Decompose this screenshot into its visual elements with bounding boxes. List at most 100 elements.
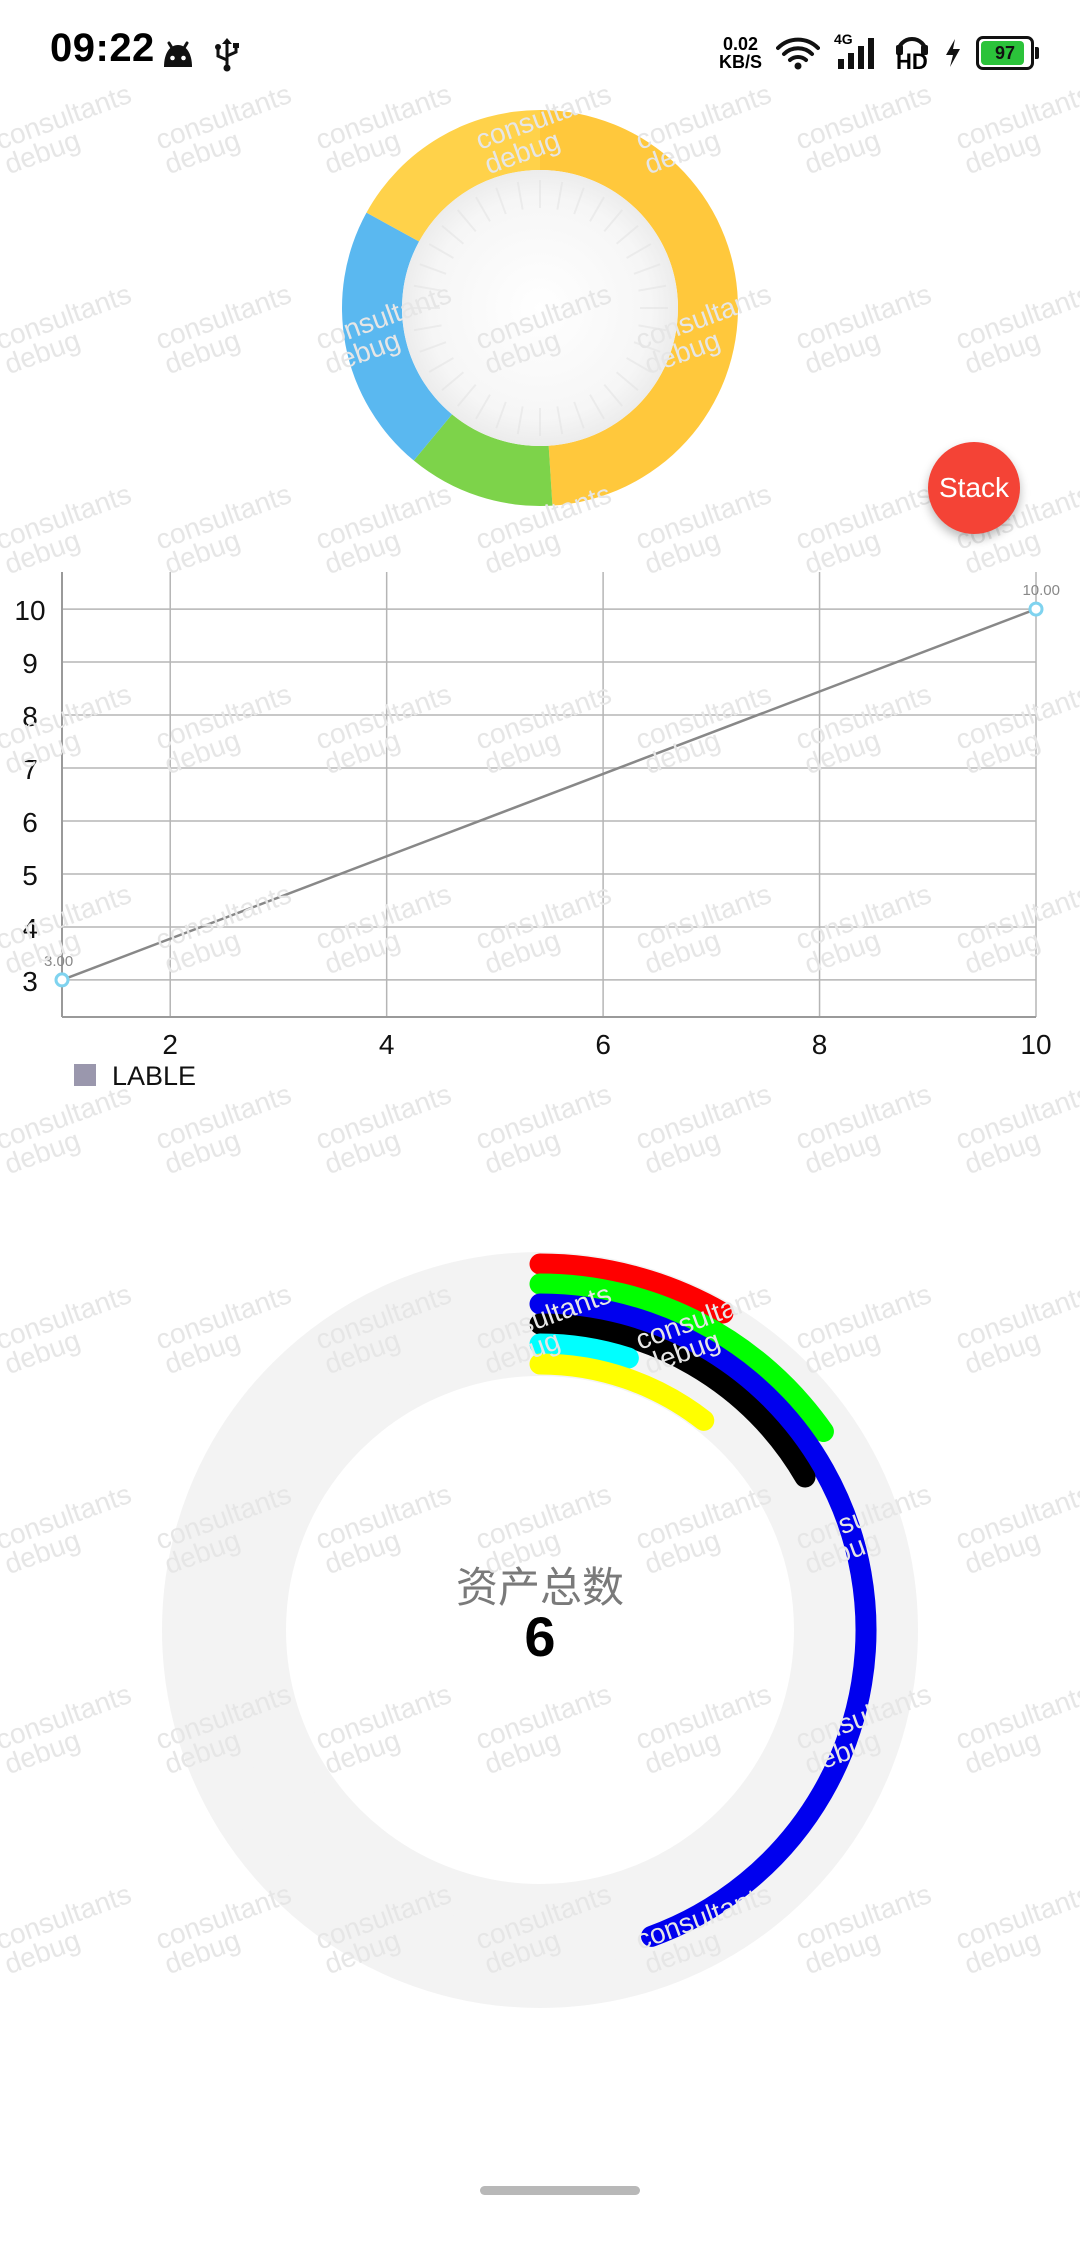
watermark-text: debug — [640, 1124, 724, 1180]
watermark-text: debug — [800, 124, 884, 180]
donut-tick — [573, 401, 585, 429]
home-indicator[interactable] — [480, 2186, 640, 2195]
donut-slice-2 — [342, 212, 453, 461]
watermark-text: consultants — [0, 1278, 135, 1356]
watermark-text: consultants — [791, 478, 935, 556]
stack-button[interactable]: Stack — [928, 442, 1020, 534]
watermark-text: consultants — [951, 1678, 1080, 1756]
donut-tick — [573, 187, 585, 215]
donut-tick — [419, 263, 447, 275]
donut-tick — [615, 224, 639, 245]
watermark-text: debug — [160, 124, 244, 180]
donut-tick — [603, 383, 624, 407]
donut-tick — [516, 406, 524, 435]
ring-center-value: 6 — [524, 1605, 556, 1668]
wifi-icon — [776, 37, 820, 70]
donut-tick — [441, 371, 465, 392]
donut-chart-svg — [342, 110, 738, 506]
watermark-text: debug — [960, 1924, 1044, 1980]
watermark-text: debug — [960, 1724, 1044, 1780]
donut-tick — [633, 263, 661, 275]
donut-tick — [456, 383, 477, 407]
watermark-text: debug — [960, 1324, 1044, 1380]
donut-slice-3 — [366, 110, 540, 242]
line-chart[interactable]: 3 4 5 6 7 8 9 10 2 4 6 8 10 3.00 10.00 LABLE — [0, 560, 1080, 1100]
donut-tick — [456, 209, 477, 233]
watermark-text: consultants — [0, 1478, 135, 1556]
watermark-text: debug — [0, 1324, 84, 1380]
donut-tick — [615, 371, 639, 392]
signal-type-label: 4G — [834, 31, 853, 47]
watermark-text: debug — [160, 1124, 244, 1180]
watermark-text: debug — [0, 1724, 84, 1780]
network-speed: 0.02 KB/S — [719, 35, 762, 71]
usb-icon — [215, 38, 239, 72]
x-tick-label: 8 — [812, 1029, 828, 1060]
y-tick-label: 4 — [22, 913, 38, 944]
watermark-text: consultants — [0, 1878, 135, 1956]
ring-arc-3 — [529, 1313, 816, 1488]
ring-progress-chart[interactable] — [160, 1250, 920, 2010]
donut-tick — [633, 341, 661, 353]
watermark-text: debug — [0, 1124, 84, 1180]
charging-icon — [946, 39, 960, 67]
watermark-text: consultants — [0, 1678, 135, 1756]
donut-tick — [495, 401, 507, 429]
donut-tick — [638, 324, 667, 332]
status-left-icons — [160, 34, 240, 74]
watermark-text: consultants — [791, 278, 935, 356]
watermark-text: debug — [800, 1124, 884, 1180]
series-line — [61, 607, 1037, 982]
donut-tick — [589, 394, 605, 420]
data-point-label: 10.00 — [1022, 582, 1060, 599]
signal-bars-icon — [838, 38, 874, 69]
donut-tick — [475, 196, 491, 222]
donut-tick — [556, 406, 564, 435]
watermark-text: debug — [0, 124, 84, 180]
ring-arc-5 — [529, 1353, 715, 1431]
donut-tick — [441, 224, 465, 245]
hd-voice: HD — [894, 33, 930, 73]
ring-progress-svg — [162, 1252, 918, 2008]
legend-swatch — [74, 1064, 96, 1086]
y-tick-label: 3 — [22, 966, 38, 997]
donut-chart[interactable] — [340, 108, 740, 508]
watermark-text: consultants — [0, 478, 135, 556]
battery-fill — [981, 41, 1024, 65]
donut-tick — [626, 243, 652, 259]
y-tick-label: 6 — [22, 807, 38, 838]
ring-arc-1 — [529, 1273, 834, 1443]
watermark-text: consultants — [951, 1278, 1080, 1356]
y-tick-label: 9 — [22, 648, 38, 679]
x-tick-label: 6 — [595, 1029, 611, 1060]
android-icon — [164, 41, 192, 67]
ring-arc-2 — [529, 1293, 877, 1947]
x-tick-label: 10 — [1020, 1029, 1051, 1060]
donut-tick — [589, 196, 605, 222]
donut-slice-0 — [540, 110, 738, 506]
status-time: 09:22 — [50, 26, 155, 70]
legend-label: LABLE — [112, 1061, 196, 1091]
x-tick-label: 2 — [162, 1029, 178, 1060]
battery-level: 97 — [994, 42, 1016, 63]
hd-label: HD — [896, 49, 928, 74]
watermark-text: debug — [800, 324, 884, 380]
donut-tick — [419, 341, 447, 353]
watermark-text: consultants — [951, 278, 1080, 356]
watermark-text: debug — [960, 124, 1044, 180]
watermark-text: consultants — [951, 1478, 1080, 1556]
donut-tick — [475, 394, 491, 420]
donut-tick — [638, 284, 667, 292]
y-tick-label: 7 — [22, 754, 38, 785]
battery-indicator: 97 — [976, 36, 1039, 70]
donut-slice-1 — [413, 414, 553, 506]
cell-signal: 4G — [834, 31, 880, 71]
